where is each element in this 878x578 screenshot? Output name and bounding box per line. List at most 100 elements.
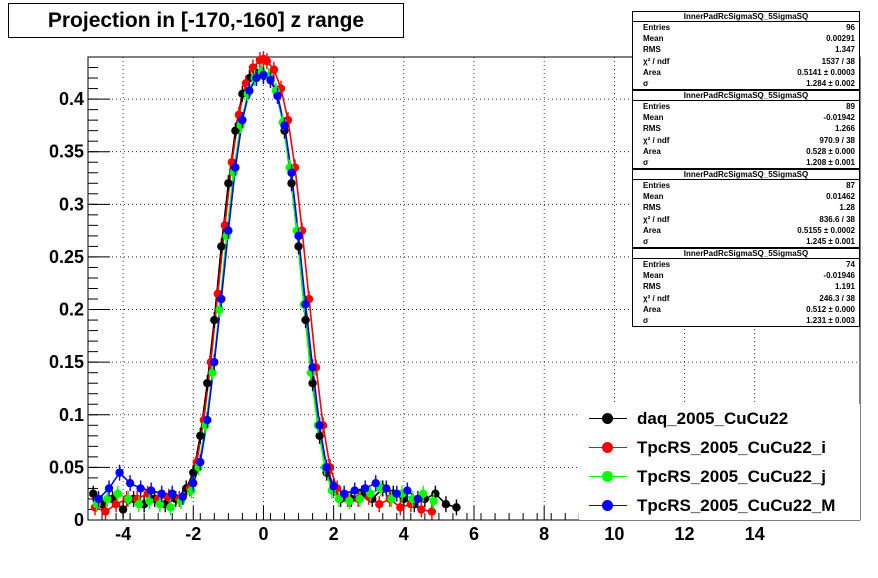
- data-point: [366, 485, 375, 502]
- y-tick-label: 0.15: [49, 352, 84, 372]
- stats-row: RMS 1.191: [633, 281, 859, 292]
- point-marker: [452, 503, 461, 512]
- x-tick-label: 14: [745, 524, 765, 544]
- stats-row: RMS 1.28: [633, 202, 859, 213]
- data-point: [339, 485, 349, 502]
- data-point: [308, 375, 317, 392]
- stats-value: 246.3 / 38: [819, 293, 855, 303]
- stats-value: 0.5141 ± 0.0003: [797, 67, 855, 77]
- data-point: [113, 485, 123, 502]
- data-point: [427, 503, 437, 520]
- data-point: [103, 490, 112, 507]
- stats-value: 89: [846, 102, 855, 111]
- stats-row: χ² / ndf 836.6 / 38: [633, 214, 859, 225]
- point-marker: [269, 65, 279, 74]
- stats-row: χ² / ndf 246.3 / 38: [633, 293, 859, 304]
- stats-row: Entries 89: [633, 101, 859, 112]
- point-marker: [118, 505, 128, 514]
- legend-dot: [602, 500, 613, 511]
- stats-label: RMS: [643, 282, 661, 292]
- data-point: [392, 485, 401, 502]
- point-marker: [125, 478, 135, 488]
- y-tick-label: 0.4: [59, 89, 84, 109]
- point-marker: [417, 505, 426, 514]
- point-marker: [101, 507, 110, 516]
- legend-marker: [579, 433, 637, 462]
- data-point: [196, 454, 205, 471]
- data-point: [371, 475, 380, 492]
- point-marker: [329, 482, 338, 491]
- point-marker: [308, 363, 317, 372]
- data-point: [224, 175, 233, 192]
- data-point: [157, 485, 166, 502]
- data-point: [189, 475, 198, 492]
- legend-entry: TpcRS_2005_CuCu22_i: [579, 433, 860, 462]
- stats-value: 1.191: [834, 282, 855, 292]
- legend-label: TpcRS_2005_CuCu22_M: [637, 495, 836, 515]
- point-marker: [355, 494, 365, 504]
- point-marker: [215, 305, 224, 314]
- data-point: [259, 66, 268, 83]
- data-point: [104, 480, 114, 497]
- legend-marker: [579, 404, 637, 433]
- stats-value: -0.01942: [823, 113, 855, 123]
- stats-value: 74: [846, 260, 855, 269]
- point-marker: [217, 242, 226, 251]
- stats-label: χ² / ndf: [643, 293, 670, 303]
- point-marker: [361, 484, 370, 493]
- point-marker: [145, 496, 154, 506]
- point-marker: [203, 415, 212, 425]
- tick-labels: -4 -2 0 2 4 6 8 10 12 14 0 0.05 0.1 0.15 0.2 0.25 0.3 0.3…: [49, 89, 765, 544]
- point-marker: [315, 421, 324, 430]
- point-marker: [103, 494, 112, 504]
- point-marker: [371, 478, 380, 488]
- stats-label: Area: [643, 225, 661, 235]
- point-marker: [403, 486, 412, 495]
- data-point: [262, 53, 272, 70]
- data-point: [269, 61, 279, 78]
- data-point: [273, 87, 282, 104]
- stats-label: RMS: [643, 203, 661, 213]
- x-tick-label: -2: [185, 524, 201, 544]
- point-marker: [231, 163, 240, 172]
- stats-label: RMS: [643, 45, 661, 55]
- point-marker: [111, 500, 121, 509]
- point-marker: [124, 494, 133, 504]
- point-marker: [396, 503, 405, 512]
- data-point: [203, 375, 212, 392]
- legend-dot: [602, 413, 613, 424]
- data-point: [301, 296, 310, 313]
- data-point: [429, 493, 438, 510]
- legend-label: TpcRS_2005_CuCu22_i: [637, 437, 826, 457]
- stats-value: 1.231 ± 0.003: [806, 315, 855, 325]
- data-point: [238, 112, 247, 129]
- point-marker: [136, 484, 145, 493]
- stats-value: 1.347: [834, 45, 855, 55]
- stats-label: σ: [643, 315, 649, 325]
- point-marker: [94, 494, 103, 504]
- stats-value: 1.208 ± 0.001: [806, 157, 855, 167]
- stats-label: σ: [643, 236, 649, 246]
- point-marker: [166, 503, 175, 512]
- stats-label: χ² / ndf: [643, 56, 670, 66]
- stats-value: 96: [846, 23, 855, 32]
- stats-value: 0.00291: [826, 34, 855, 44]
- point-marker: [210, 357, 219, 367]
- data-point: [94, 490, 103, 507]
- stats-title: InnerPadRcSigmaSQ_5SigmaSQ: [633, 170, 859, 180]
- point-marker: [196, 457, 205, 467]
- point-marker: [315, 431, 324, 441]
- stats-label: Mean: [643, 34, 664, 44]
- point-marker: [413, 494, 423, 504]
- point-marker: [104, 484, 114, 493]
- y-tick-label: 0.25: [49, 247, 84, 267]
- y-tick-label: 0.1: [59, 405, 84, 425]
- data-point: [203, 412, 212, 429]
- point-marker: [210, 315, 219, 325]
- data-point: [155, 496, 165, 513]
- data-point: [315, 417, 324, 434]
- stats-box: InnerPadRcSigmaSQ_5SigmaSQ Entries 87 Mean 0…: [632, 169, 860, 249]
- point-marker: [224, 179, 233, 188]
- stats-label: Mean: [643, 271, 664, 281]
- point-marker: [375, 500, 384, 509]
